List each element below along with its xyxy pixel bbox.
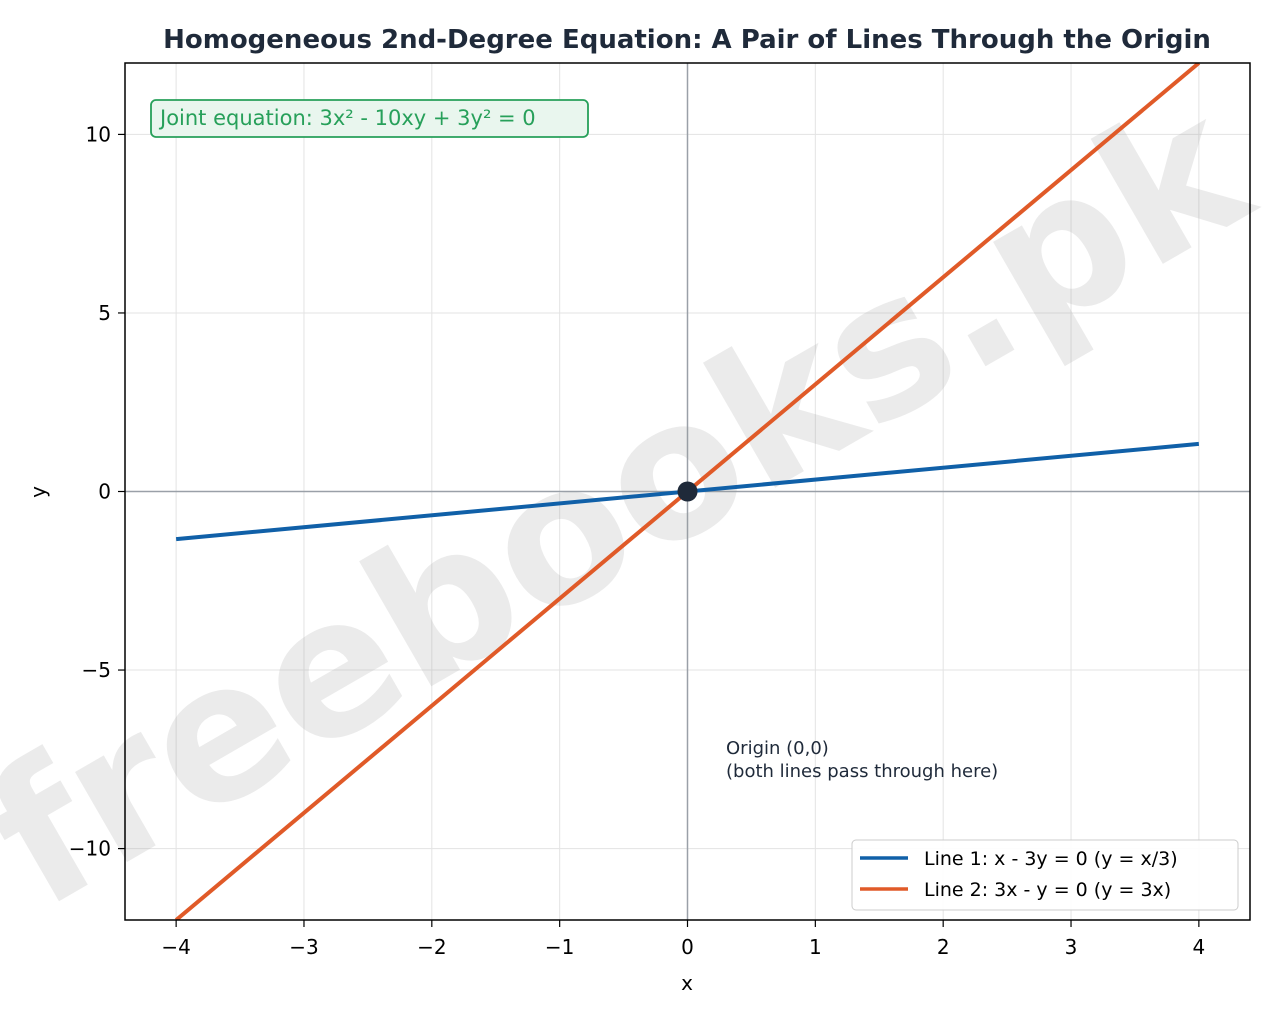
y-tick-label: 5 xyxy=(98,301,111,325)
x-tick-label: 1 xyxy=(809,935,822,959)
y-tick-label: 10 xyxy=(86,122,111,146)
y-tick-label: −10 xyxy=(69,837,111,861)
legend-label-line-1: Line 1: x - 3y = 0 (y = x/3) xyxy=(924,848,1178,870)
y-tick-label: 0 xyxy=(98,480,111,504)
x-tick-label: −1 xyxy=(545,935,574,959)
y-ticks: −10 −5 0 5 10 xyxy=(69,122,125,861)
y-tick-label: −5 xyxy=(82,658,111,682)
y-axis-label: y xyxy=(26,486,50,498)
legend-frame xyxy=(851,839,1239,911)
x-ticks: −4 −3 −2 −1 0 1 2 3 4 xyxy=(161,920,1205,959)
joint-equation-box: Joint equation: 3x² - 10xy + 3y² = 0 xyxy=(150,99,589,138)
x-tick-label: 2 xyxy=(937,935,950,959)
x-tick-label: −2 xyxy=(417,935,446,959)
x-tick-label: −4 xyxy=(161,935,190,959)
origin-annotation-line1: Origin (0,0) xyxy=(726,738,829,759)
points-group xyxy=(677,481,698,502)
x-tick-label: 0 xyxy=(681,935,694,959)
watermark: freebooks.pk xyxy=(0,54,1275,950)
x-tick-label: 3 xyxy=(1065,935,1078,959)
legend: Line 1: x - 3y = 0 (y = x/3) Line 2: 3x … xyxy=(851,839,1239,911)
chart-title: Homogeneous 2nd-Degree Equation: A Pair … xyxy=(163,25,1211,55)
legend-label-line-2: Line 2: 3x - y = 0 (y = 3x) xyxy=(924,879,1171,901)
x-tick-label: −3 xyxy=(289,935,318,959)
x-axis-label: x xyxy=(681,971,693,995)
x-tick-label: 4 xyxy=(1192,935,1205,959)
origin-annotation-line2: (both lines pass through here) xyxy=(726,761,998,782)
joint-equation-frame xyxy=(150,99,589,138)
origin-point xyxy=(677,481,698,502)
joint-equation-text: Joint equation: 3x² - 10xy + 3y² = 0 xyxy=(158,106,536,130)
